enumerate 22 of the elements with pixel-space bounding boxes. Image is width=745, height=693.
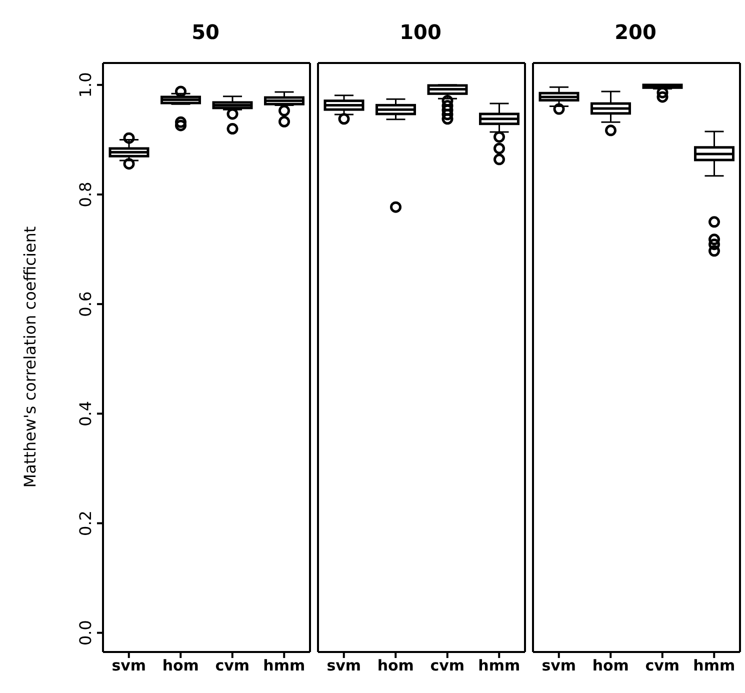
x-tick-label: hom — [592, 656, 629, 675]
x-tick-label: cvm — [215, 656, 250, 675]
x-tick-label: svm — [326, 656, 362, 675]
y-tick-label: 0.0 — [76, 620, 95, 646]
x-tick-label: hmm — [478, 656, 520, 675]
x-tick-label: cvm — [430, 656, 465, 675]
x-tick-label: hom — [377, 656, 414, 675]
y-tick-label: 0.4 — [76, 400, 95, 426]
x-tick-label: hmm — [693, 656, 736, 675]
x-tick-label: hom — [162, 656, 199, 675]
chart-title: 50 — [190, 20, 220, 44]
x-tick-label: svm — [112, 656, 146, 675]
y-axis-title: Matthew's correlation coefficient — [20, 226, 40, 488]
x-tick-label: cvm — [645, 656, 680, 675]
y-tick-label: 0.6 — [76, 291, 95, 317]
y-tick-label: 1.0 — [76, 72, 95, 98]
y-tick-label: 0.2 — [76, 510, 95, 536]
chart-title: 100 — [398, 20, 442, 44]
y-tick-label: 0.8 — [76, 182, 95, 208]
x-tick-label: svm — [542, 656, 576, 675]
x-tick-label: hmm — [263, 656, 306, 675]
chart-title: 200 — [614, 20, 658, 44]
